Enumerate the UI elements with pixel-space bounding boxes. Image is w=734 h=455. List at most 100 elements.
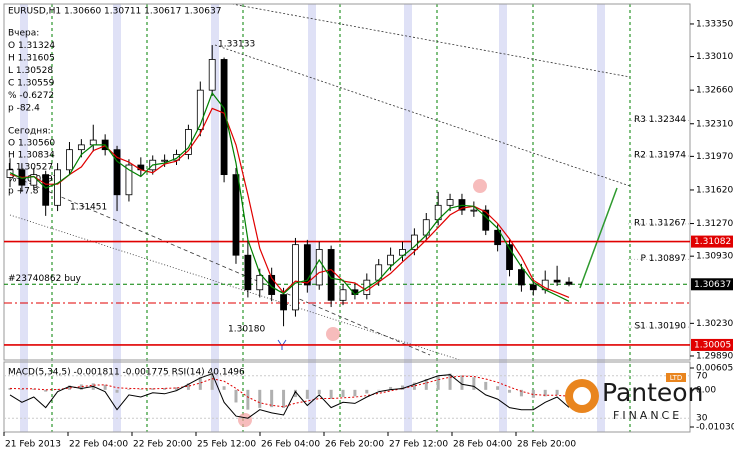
session-band <box>113 4 121 432</box>
projection-line <box>579 187 618 289</box>
price-label-box <box>691 278 733 291</box>
price-label-box <box>691 235 733 248</box>
main-panel-frame <box>3 3 691 361</box>
y-tick-label: 1.31620 <box>696 185 733 195</box>
x-tick-label: 28 Feb 20:00 <box>517 440 576 450</box>
x-tick-label: 26 Feb 20:00 <box>325 440 384 450</box>
session-band <box>308 4 316 432</box>
macd-bar <box>210 371 214 390</box>
macd-bar <box>365 389 369 394</box>
moving-average <box>9 91 570 302</box>
macd-bar <box>198 377 202 390</box>
macd-bar <box>103 384 107 390</box>
x-tick-label: 27 Feb 12:00 <box>389 440 448 450</box>
y-tick-label: 1.32660 <box>696 86 733 96</box>
macd-bar <box>412 382 416 390</box>
macd-bar <box>389 386 393 390</box>
macd-bar <box>234 389 238 403</box>
candle-body <box>506 244 513 271</box>
macd-bar <box>400 385 404 390</box>
macd-bar <box>151 388 155 390</box>
y-tick-label: 1.33350 <box>696 19 733 29</box>
session-band <box>597 4 605 432</box>
macd-bar <box>353 389 357 397</box>
candle-body <box>339 289 347 301</box>
logo-badge-box <box>666 373 686 382</box>
candle-body <box>529 284 537 291</box>
macd-bar <box>8 388 12 390</box>
macd-bar <box>341 389 345 398</box>
indicator-panel-frame <box>3 361 691 433</box>
macd-bar <box>20 389 24 390</box>
y-tick-label: 1.33010 <box>696 52 733 62</box>
annotation: 1.31451 <box>70 203 107 213</box>
macd-tick-label: -0.010304 <box>696 423 734 433</box>
session-band <box>499 4 507 432</box>
session-band <box>404 4 412 432</box>
logo-name: Panteon <box>602 378 703 407</box>
candle-body <box>208 59 216 91</box>
rsi-line <box>9 373 570 419</box>
y-tick-label: 1.29890 <box>696 351 733 361</box>
macd-bar <box>175 387 179 390</box>
highlight <box>473 179 487 193</box>
macd-bar <box>293 389 297 398</box>
macd-signal <box>9 375 570 408</box>
y-tick-label: 1.30230 <box>696 319 733 329</box>
macd-bar <box>222 386 226 390</box>
chart-title: EURUSD,H1 1.30660 1.30711 1.30617 1.3063… <box>8 7 221 17</box>
macd-tick-label: 0.00 <box>696 385 716 395</box>
annotation: 1.30180 <box>228 325 265 335</box>
session-bands <box>20 4 605 432</box>
macd-bar <box>436 375 440 390</box>
candle-body <box>553 279 561 283</box>
info-line: C 1.30559 <box>8 79 55 89</box>
macd-bar <box>163 388 167 390</box>
annotation: 1.33133 <box>218 40 255 50</box>
highlight <box>238 413 252 427</box>
candle-body <box>161 159 169 162</box>
macd-bar <box>519 389 523 397</box>
candle-body <box>42 174 50 206</box>
price-label: 1.30637 <box>694 280 731 290</box>
macd-bar <box>270 389 274 408</box>
rsi-tick-label: 70 <box>696 371 708 381</box>
candle-body <box>54 169 61 206</box>
candle-body <box>518 269 525 286</box>
candle-body <box>410 234 418 250</box>
candle-body <box>387 254 394 266</box>
highlight <box>326 327 340 341</box>
macd-bar <box>329 389 333 399</box>
candle-body <box>125 164 133 196</box>
x-tick-label: 21 Feb 2013 <box>5 440 61 450</box>
candle-body <box>327 249 335 301</box>
info-line: Вчера: <box>8 29 39 39</box>
session-band <box>20 4 28 432</box>
macd-bar <box>305 389 309 399</box>
day-separators <box>51 4 631 432</box>
macd-bar <box>79 384 83 390</box>
macd-bar <box>377 389 381 391</box>
candle-body <box>89 139 97 146</box>
candle-body <box>244 254 252 291</box>
candle-body <box>113 149 121 196</box>
info-line: H 1.30834 <box>8 151 55 161</box>
macd-bar <box>67 385 71 390</box>
pivot-label: R1 1.31267 <box>634 218 686 228</box>
pivot-label: R3 1.32344 <box>634 115 686 125</box>
macd-bar <box>472 377 476 390</box>
candle-body <box>470 209 478 212</box>
candle-body <box>399 249 406 256</box>
info-line: O 1.31324 <box>8 41 55 51</box>
level-label: #23740862 buy <box>8 274 82 284</box>
candles <box>6 45 573 327</box>
macd-bar <box>139 389 143 390</box>
macd-bar <box>496 386 500 390</box>
info-line: p -82.4 <box>8 104 40 114</box>
rsi-tick-label: 30 <box>696 414 708 424</box>
macd-bar <box>127 389 131 390</box>
macd-bar <box>115 389 119 393</box>
candle-body <box>565 281 573 285</box>
logo: LTD Panteon FINANCE <box>565 373 703 422</box>
